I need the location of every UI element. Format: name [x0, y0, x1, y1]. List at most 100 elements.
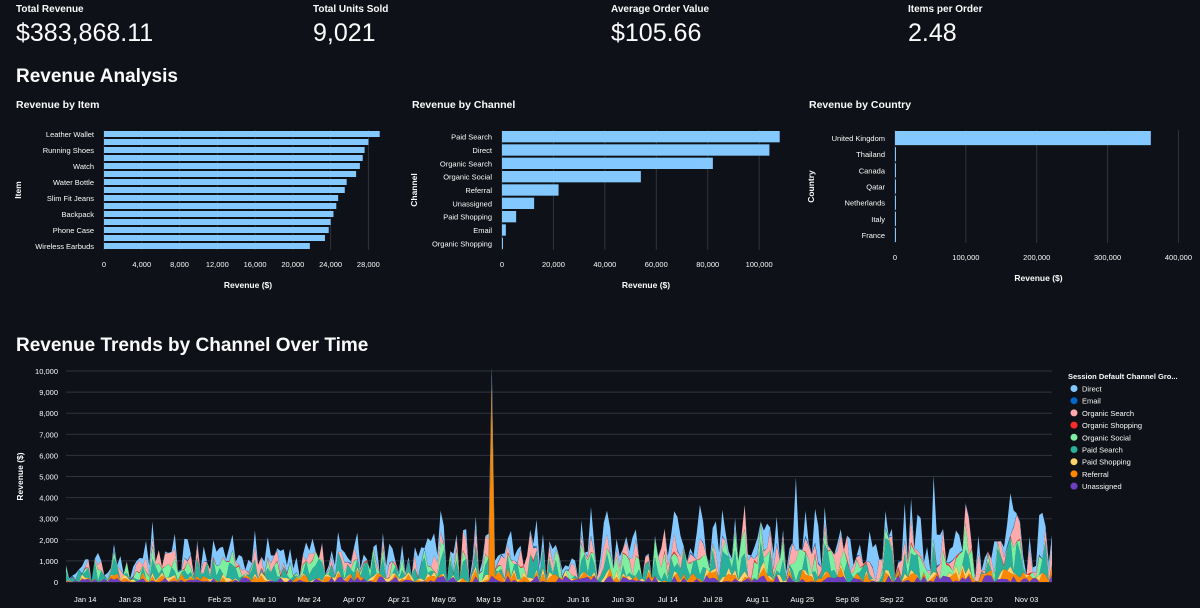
x-axis-title: Revenue ($) [622, 280, 670, 290]
bar[interactable] [104, 235, 325, 241]
bar[interactable] [104, 243, 310, 249]
y-axis-title: Country [806, 170, 816, 203]
x-tick-label: Aug 11 [746, 595, 769, 604]
bar[interactable] [502, 157, 713, 169]
x-tick-label: Aug 25 [790, 595, 814, 604]
x-tick-label: Jul 28 [703, 595, 723, 604]
metric-label: Items per Order [908, 4, 983, 15]
bar[interactable] [895, 211, 896, 226]
legend-item-paid-search[interactable]: Paid Search [1082, 446, 1123, 455]
bar[interactable] [104, 139, 369, 145]
y-tick-label: Running Shoes [43, 146, 95, 155]
bar[interactable] [104, 219, 331, 225]
chart-title-revenue-by-channel: Revenue by Channel [412, 99, 516, 111]
y-tick-label: 10,000 [35, 367, 58, 376]
x-tick-label: 20,000 [281, 260, 304, 269]
y-tick-label: Direct [472, 146, 493, 155]
bar[interactable] [104, 147, 365, 153]
x-tick-label: Mar 10 [253, 595, 276, 604]
x-tick-label: May 05 [431, 595, 456, 604]
bar[interactable] [104, 203, 337, 209]
x-tick-label: Sep 08 [835, 595, 859, 604]
x-tick-label: 0 [893, 253, 897, 262]
legend-item-paid-shopping[interactable]: Paid Shopping [1082, 458, 1131, 467]
bar[interactable] [502, 224, 506, 236]
bar[interactable] [104, 211, 334, 217]
legend-item-email[interactable]: Email [1082, 397, 1101, 406]
area-series-organic-search[interactable] [66, 379, 1052, 582]
x-tick-label: Jun 02 [522, 595, 545, 604]
x-tick-label: 28,000 [357, 260, 380, 269]
y-tick-label: Paid Search [451, 133, 492, 142]
bar[interactable] [502, 237, 503, 249]
y-tick-label: Thailand [856, 150, 885, 159]
bar[interactable] [895, 195, 896, 210]
y-tick-label: Referral [465, 186, 492, 195]
y-tick-label: Phone Case [53, 226, 94, 235]
x-tick-label: Apr 21 [388, 595, 410, 604]
x-tick-label: 100,000 [746, 260, 773, 269]
y-tick-label: Organic Search [440, 159, 492, 168]
x-tick-label: 300,000 [1094, 253, 1121, 262]
bar[interactable] [104, 227, 329, 233]
legend-swatch[interactable] [1070, 433, 1078, 441]
bar[interactable] [104, 171, 357, 177]
revenue-by-channel-chart: 0 20,000 40,000 60,000 80,000 100,000 Paid Sea… [409, 130, 780, 290]
legend-item-unassigned[interactable]: Unassigned [1082, 482, 1122, 491]
legend-item-organic-shopping[interactable]: Organic Shopping [1082, 421, 1142, 430]
legend-swatch[interactable] [1070, 421, 1078, 429]
area-series-unassigned[interactable] [66, 574, 1052, 582]
legend-swatch[interactable] [1070, 385, 1078, 392]
x-tick-label: 100,000 [952, 253, 979, 262]
legend-item-organic-social[interactable]: Organic Social [1082, 433, 1131, 442]
bar[interactable] [104, 195, 339, 201]
bar[interactable] [104, 155, 363, 161]
legend-swatch[interactable] [1070, 470, 1078, 478]
bar[interactable] [895, 147, 896, 162]
x-tick-label: Jun 30 [612, 595, 635, 604]
bar[interactable] [104, 179, 347, 185]
bar[interactable] [895, 131, 1151, 146]
bar[interactable] [104, 163, 360, 169]
legend-swatch[interactable] [1070, 446, 1078, 453]
bar[interactable] [502, 211, 517, 223]
legend-swatch[interactable] [1070, 409, 1078, 417]
x-tick-label: 400,000 [1165, 253, 1192, 262]
area-series-direct[interactable] [66, 366, 1052, 582]
metric-total-units: Total Units Sold 9,021 [313, 4, 388, 48]
bar[interactable] [502, 131, 780, 143]
legend-swatch[interactable] [1070, 458, 1078, 466]
y-tick-label: Italy [871, 215, 885, 224]
y-tick-label: Unassigned [452, 199, 492, 208]
bar[interactable] [104, 131, 380, 137]
y-tick-label: Wireless Earbuds [35, 242, 94, 251]
x-tick-label: Nov 03 [1015, 595, 1039, 604]
bar[interactable] [895, 227, 896, 242]
legend-item-organic-search[interactable]: Organic Search [1082, 409, 1134, 418]
y-tick-label: Backpack [61, 210, 94, 219]
legend-swatch[interactable] [1070, 397, 1078, 405]
legend-swatch[interactable] [1070, 482, 1078, 490]
metric-value: 2.48 [908, 19, 957, 47]
legend-item-direct[interactable]: Direct [1082, 385, 1103, 394]
x-tick-label: 16,000 [244, 260, 267, 269]
section-title-revenue-analysis: Revenue Analysis [16, 66, 178, 87]
bar[interactable] [502, 184, 559, 196]
x-tick-label: Jul 14 [658, 595, 678, 604]
y-tick-label: Paid Shopping [443, 213, 492, 222]
legend-item-referral[interactable]: Referral [1082, 470, 1109, 479]
bar[interactable] [502, 171, 641, 183]
y-tick-label: 0 [54, 578, 58, 587]
y-tick-label: Canada [859, 166, 886, 175]
section-title-revenue-trends: Revenue Trends by Channel Over Time [16, 335, 369, 356]
x-tick-label: Oct 20 [971, 595, 993, 604]
bar[interactable] [502, 197, 535, 209]
bar[interactable] [104, 187, 345, 193]
bar[interactable] [895, 163, 896, 178]
x-tick-label: 80,000 [696, 260, 719, 269]
bar[interactable] [502, 144, 770, 156]
revenue-by-country-chart: 0 100,000 200,000 300,000 400,000 United King… [806, 130, 1192, 283]
bar[interactable] [895, 179, 896, 194]
y-tick-label: 6,000 [39, 451, 58, 460]
y-tick-label: Watch [73, 162, 94, 171]
